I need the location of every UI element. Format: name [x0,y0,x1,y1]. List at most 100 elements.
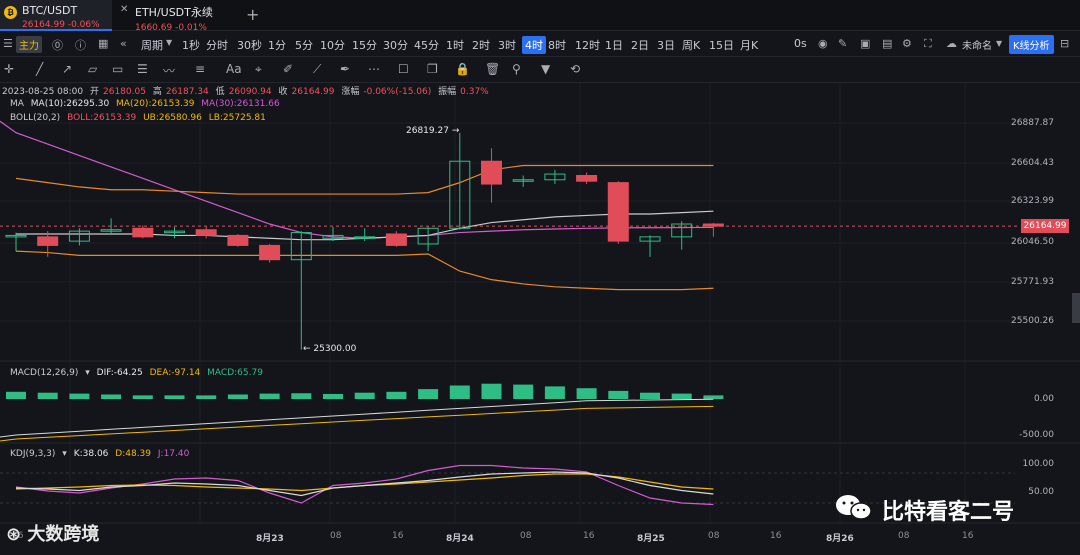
ma-readout: MA MA(10):26295.30 MA(20):26153.39 MA(30… [10,99,284,109]
text-icon[interactable]: Aa [226,62,242,76]
macd-dif-value: DIF:-64.25 [96,368,143,378]
edit-icon[interactable]: ✎ [838,37,848,50]
pattern-icon[interactable]: ⌖ [255,62,262,76]
note-icon[interactable]: ☐ [398,62,409,76]
fib-icon[interactable]: ☰ [137,62,148,76]
interval-10[interactable]: 2时 [472,39,490,52]
tab-change: -0.06% [67,20,100,30]
magnet-icon[interactable]: ⚲ [512,62,521,76]
x-tick: 8月24 [446,534,474,544]
kline-analysis-button[interactable]: K线分析 [1009,35,1054,54]
filter-icon[interactable]: ▼ [541,62,551,76]
close-icon[interactable]: ✕ [120,4,129,15]
kdj-label[interactable]: KDJ(9,3,3) [10,449,56,459]
interval-0[interactable]: 1秒 [182,39,200,52]
cloud-icon[interactable]: ☁ [946,37,957,50]
pen-icon[interactable]: ✒ [340,62,351,76]
rectangle-icon[interactable]: ▭ [112,62,124,76]
more-icon[interactable]: ⊟ [1060,37,1070,50]
price-chart[interactable] [0,83,1080,555]
price-tick: 26887.87 [1011,118,1054,128]
sync-icon[interactable]: ⟲ [570,62,581,76]
ruler-icon[interactable]: ⟋ [313,62,322,76]
candle-body [576,174,598,182]
x-tick: 8月23 [256,534,284,544]
interval-9[interactable]: 1时 [446,39,464,52]
trendline-icon[interactable]: ╱ [36,62,44,76]
interval-17[interactable]: 3日 [657,39,675,52]
x-tick: 08 [330,531,342,541]
menu-icon[interactable]: ☰ [3,37,13,50]
ray-icon[interactable]: ↗ [62,62,73,76]
interval-18[interactable]: 周K [682,39,701,52]
price-tick: 25500.26 [1011,316,1054,326]
wave-icon[interactable]: 〰 [163,64,176,78]
interval-4[interactable]: 5分 [295,39,313,52]
scrollbar[interactable] [1072,293,1080,323]
boll-value: BOLL:26153.39 [67,113,137,123]
interval-19[interactable]: 15日 [709,39,734,52]
gann-icon[interactable]: ≡ [195,62,206,76]
measure-icon[interactable]: ⋯ [368,62,380,76]
brush-icon[interactable]: ✐ [283,62,294,76]
ma30-line [0,120,714,239]
lock-icon[interactable]: 🔒 [455,62,470,76]
interval-15[interactable]: 1日 [605,39,623,52]
kdj-d-value: D:48.39 [115,449,152,459]
interval-16[interactable]: 2日 [631,39,649,52]
chart-area[interactable]: 2023-08-25 08:00 开 26180.05 高 26187.34 低 26… [0,83,1080,555]
macd-bar [671,393,692,399]
interval-11[interactable]: 3时 [498,39,516,52]
cursor-icon[interactable]: ✛ [4,62,15,76]
kdj-j-value: J:17.40 [157,449,190,459]
layout-name-dropdown[interactable]: 未命名 [962,41,992,52]
ma10-value: MA(10):26295.30 [30,99,110,109]
boll-label[interactable]: BOLL(20,2) [10,113,61,123]
candle-body [164,230,185,234]
chevron-down-icon: ▼ [996,39,1003,48]
period-dropdown[interactable]: 周期 [141,39,163,52]
calendar-icon[interactable]: ▤ [882,37,893,50]
copy-icon[interactable]: ❐ [427,62,438,76]
interval-20[interactable]: 月K [740,39,759,52]
interval-1[interactable]: 分时 [206,39,228,52]
info-icon[interactable]: ⓘ [75,39,86,52]
x-tick: 08 [520,531,532,541]
settings-icon[interactable]: ⚙ [902,37,912,50]
interval-14[interactable]: 12时 [575,39,600,52]
macd-bar [576,388,597,399]
interval-7[interactable]: 30分 [383,39,408,52]
interval-5[interactable]: 10分 [320,39,345,52]
rewind-icon[interactable]: « [120,37,127,50]
high-label: 高 [152,87,162,97]
close-label: 收 [278,87,288,97]
add-tab-icon[interactable]: + [246,5,260,24]
macd-bar [703,395,724,399]
interval-2[interactable]: 30秒 [237,39,262,52]
tab-btc-usdt[interactable]: ₿ BTC/USDT 26164.99 -0.06% [0,0,112,31]
change-value: -0.06%(-15.06) [363,87,432,97]
main-force-button[interactable]: 主力 [16,36,42,53]
indicator-icon[interactable]: ⓪ [52,39,63,52]
fullscreen-icon[interactable]: ⛶ [924,37,932,50]
ma-label[interactable]: MA [10,99,24,109]
channel-icon[interactable]: ▱ [88,62,98,76]
tab-eth-usdt[interactable]: ✕ ETH/USDT永续 1660.69 -0.01% [113,0,223,33]
price-tick: 26046.50 [1011,237,1054,247]
interval-toolbar: ☰ 主力 ⓪ ⓘ ▦ « 周期 ▼ 1秒 分时 30秒 1分 5分 10分 15分 30分 45… [0,31,1080,57]
interval-6[interactable]: 15分 [352,39,377,52]
interval-3[interactable]: 1分 [268,39,286,52]
grid-icon[interactable]: ▦ [98,37,109,50]
interval-13[interactable]: 8时 [548,39,566,52]
trash-icon[interactable]: 🗑 [485,62,501,76]
tab-symbol: BTC/USDT [22,4,78,17]
image-icon[interactable]: ▣ [860,37,871,50]
camera-icon[interactable]: ◉ [818,37,828,50]
candle-body [512,179,534,182]
macd-label[interactable]: MACD(12,26,9) [10,368,79,378]
low-label: 低 [215,87,225,97]
ohlc-date: 2023-08-25 08:00 [2,87,84,97]
bitcoin-icon: ₿ [4,6,17,19]
interval-8[interactable]: 45分 [414,39,439,52]
interval-12[interactable]: 4时 [522,36,546,54]
